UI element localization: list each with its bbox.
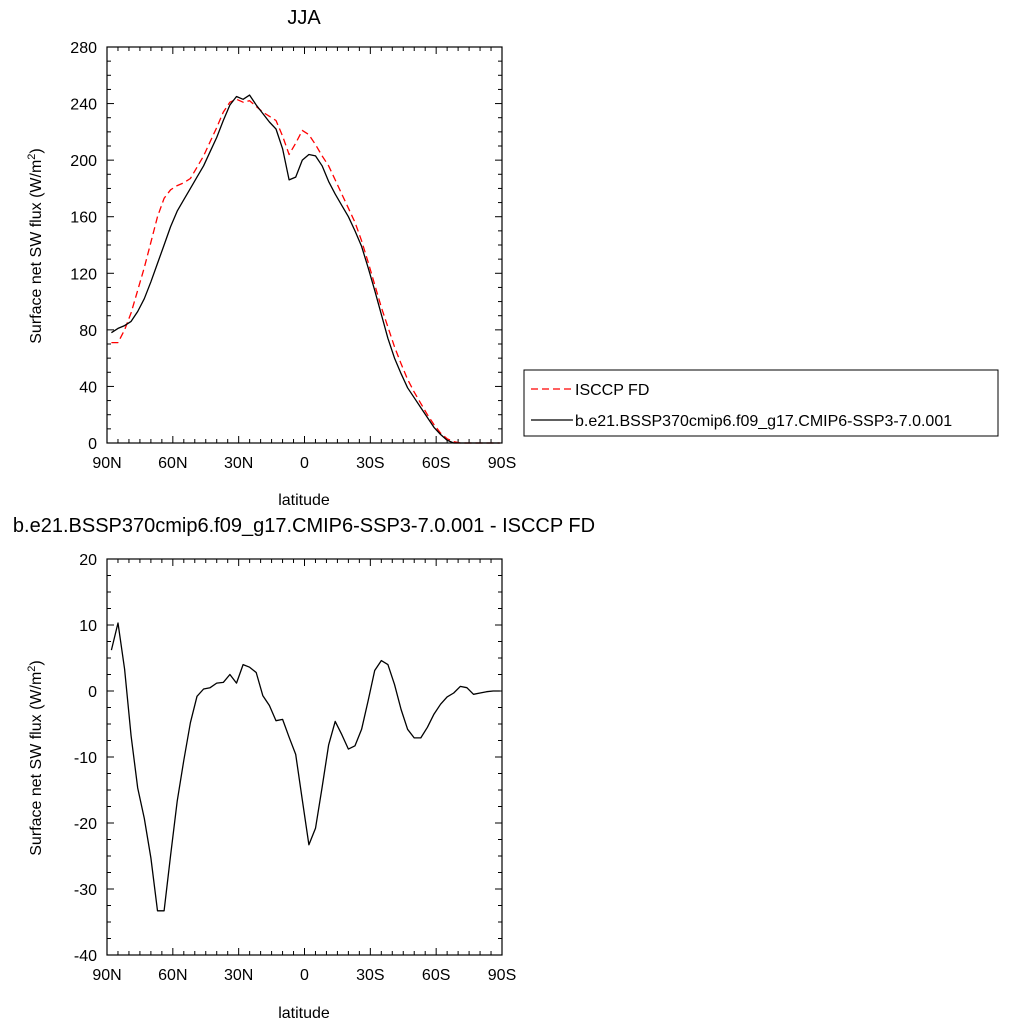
top-y-axis-label: Surface net SW flux (W/m2) [26, 148, 45, 344]
top-chart-title: JJA [287, 7, 321, 29]
bottom-x-tick-label: 0 [300, 967, 309, 984]
top-series-line-0 [111, 98, 500, 444]
bottom-x-tick-label: 60N [158, 967, 187, 984]
bottom-series-lines [110, 622, 500, 912]
bottom-y-tick-label: 0 [88, 684, 97, 701]
top-y-tick-label: 80 [79, 323, 97, 340]
bottom-y-tick-label: 20 [79, 552, 97, 569]
bottom-x-tick-label: 30N [224, 967, 253, 984]
bottom-x-tick-label: 60S [422, 967, 450, 984]
bottom-chart-title: b.e21.BSSP370cmip6.f09_g17.CMIP6-SSP3-7.… [13, 515, 595, 537]
top-series-lines [111, 94, 500, 444]
legend: ISCCP FD b.e21.BSSP370cmip6.f09_g17.CMIP… [523, 369, 999, 437]
top-y-tick-label: 0 [88, 436, 97, 453]
legend-box [523, 369, 999, 437]
top-axes-ticks: 90N 60N 30N 0 30S 60S 90S 0 40 80 120 160 200 240 280 [70, 40, 516, 472]
bottom-y-tick-label: -20 [74, 816, 97, 833]
bottom-x-tick-label: 30S [356, 967, 384, 984]
top-y-tick-label: 40 [79, 379, 97, 396]
top-series-line-1 [111, 94, 500, 444]
top-y-tick-label: 160 [70, 210, 97, 227]
bottom-x-axis-label: latitude [278, 1005, 330, 1022]
top-x-tick-label: 60S [422, 455, 450, 472]
bottom-x-tick-label: 90S [488, 967, 516, 984]
bottom-y-tick-label: -40 [74, 948, 97, 965]
top-x-tick-label: 30S [356, 455, 384, 472]
bottom-y-tick-label: 10 [79, 618, 97, 635]
bottom-axes-ticks: 90N 60N 30N 0 30S 60S 90S -40 -30 -20 -10 0 10 20 [74, 552, 516, 984]
bottom-plot-frame [106, 558, 503, 956]
top-x-tick-label: 30N [224, 455, 253, 472]
bottom-y-tick-label: -30 [74, 882, 97, 899]
bottom-series-line-0 [110, 622, 500, 912]
top-x-tick-label: 90N [92, 455, 121, 472]
top-y-tick-label: 240 [70, 97, 97, 114]
bottom-panel: b.e21.BSSP370cmip6.f09_g17.CMIP6-SSP3-7.… [13, 515, 595, 1022]
top-x-axis-label: latitude [278, 492, 330, 509]
bottom-y-axis-label: Surface net SW flux (W/m2) [26, 660, 45, 856]
legend-label-model: b.e21.BSSP370cmip6.f09_g17.CMIP6-SSP3-7.… [575, 413, 952, 430]
top-y-tick-label: 120 [70, 266, 97, 283]
top-panel: JJA Surface net SW flux (W/m2) latitude … [26, 7, 516, 509]
bottom-y-tick-label: -10 [74, 750, 97, 767]
top-plot-frame [106, 46, 503, 444]
top-y-tick-label: 200 [70, 153, 97, 170]
bottom-x-tick-label: 90N [92, 967, 121, 984]
top-x-tick-label: 0 [300, 455, 309, 472]
legend-label-isccp: ISCCP FD [575, 382, 649, 399]
top-x-tick-label: 60N [158, 455, 187, 472]
top-x-tick-label: 90S [488, 455, 516, 472]
top-y-tick-label: 280 [70, 40, 97, 57]
